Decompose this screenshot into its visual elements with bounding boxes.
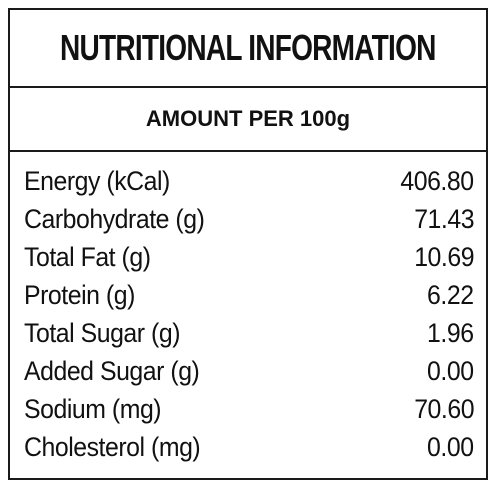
nutrient-row-cholesterol: Cholesterol (mg) 0.00 (24, 428, 474, 466)
nutrient-value: 10.69 (414, 241, 474, 272)
nutrient-value: 0.00 (427, 355, 474, 386)
nutrient-value: 1.96 (427, 317, 474, 348)
nutrient-list: Energy (kCal) 406.80 Carbohydrate (g) 71… (10, 152, 486, 466)
nutrient-label: Energy (kCal) (24, 165, 170, 196)
nutrient-label: Carbohydrate (g) (24, 203, 205, 234)
nutrient-value: 6.22 (427, 279, 474, 310)
nutrition-panel: NUTRITIONAL INFORMATION AMOUNT PER 100g … (8, 8, 488, 480)
nutrient-row-carbohydrate: Carbohydrate (g) 71.43 (24, 200, 474, 238)
nutrient-value: 406.80 (400, 165, 475, 196)
nutrient-label: Sodium (mg) (24, 393, 162, 424)
subtitle-row: AMOUNT PER 100g (10, 88, 486, 152)
title-row: NUTRITIONAL INFORMATION (10, 10, 486, 88)
nutrient-label: Cholesterol (mg) (24, 431, 201, 462)
nutrient-value: 0.00 (427, 431, 474, 462)
nutrient-label: Total Fat (g) (24, 241, 151, 272)
nutrient-row-added-sugar: Added Sugar (g) 0.00 (24, 352, 474, 390)
panel-title: NUTRITIONAL INFORMATION (60, 27, 436, 68)
serving-basis: AMOUNT PER 100g (145, 106, 351, 131)
nutrient-row-energy: Energy (kCal) 406.80 (24, 162, 474, 200)
nutrient-row-protein: Protein (g) 6.22 (24, 276, 474, 314)
nutrient-label: Protein (g) (24, 279, 135, 310)
nutrient-label: Added Sugar (g) (24, 355, 200, 386)
nutrient-row-sodium: Sodium (mg) 70.60 (24, 390, 474, 428)
nutrient-row-total-sugar: Total Sugar (g) 1.96 (24, 314, 474, 352)
nutrient-label: Total Sugar (g) (24, 317, 181, 348)
nutrient-row-total-fat: Total Fat (g) 10.69 (24, 238, 474, 276)
nutrient-value: 70.60 (414, 393, 474, 424)
nutrient-value: 71.43 (414, 203, 474, 234)
